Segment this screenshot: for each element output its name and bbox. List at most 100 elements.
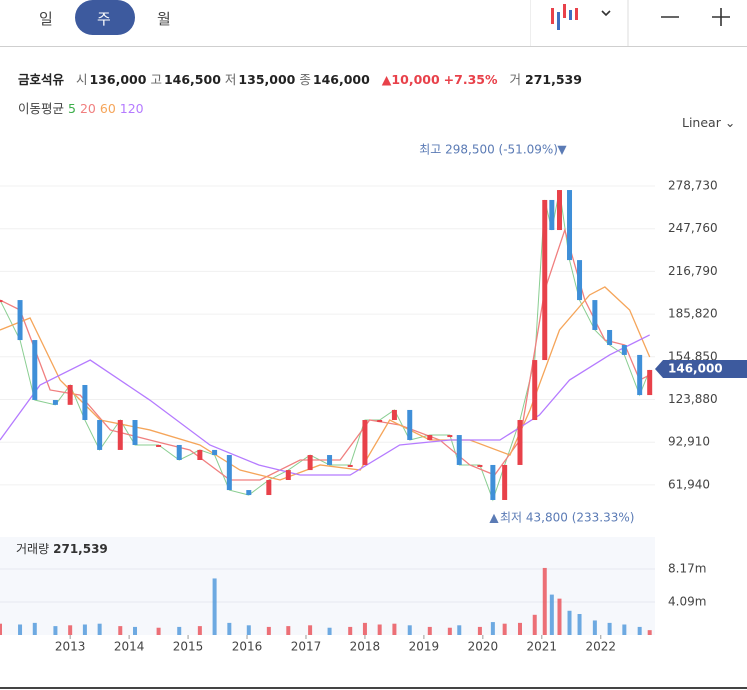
volume-bar [549, 594, 554, 635]
field-value: 135,000 [238, 72, 296, 87]
tab[interactable]: 일 [39, 10, 53, 28]
volume-bar [392, 623, 397, 635]
volume-bar [427, 626, 432, 635]
price-candle [17, 300, 23, 341]
volume-title-value: 271,539 [53, 542, 108, 556]
volume-bar [502, 623, 507, 635]
volume-bar [567, 610, 572, 635]
price-candle [577, 260, 583, 301]
field-label: 종 [299, 72, 311, 87]
price-candle [82, 384, 88, 421]
volume-bar [447, 627, 452, 635]
volume-bar [308, 625, 313, 635]
x-tick-label: 2022 [585, 640, 616, 654]
price-candle [117, 420, 123, 450]
price-candle [132, 420, 138, 445]
price-candle [97, 420, 103, 450]
price-candle [549, 199, 555, 231]
price-candle [347, 464, 353, 467]
volume-bar [477, 626, 482, 635]
change-value: 10,000 [391, 72, 440, 87]
scale-toggle[interactable]: Linear ⌄ [682, 115, 736, 130]
ma-line [0, 286, 651, 481]
price-candle [542, 199, 548, 361]
volume-value: 271,539 [525, 72, 582, 87]
change: ▲10,000 +7.35% [381, 72, 498, 87]
volume-bar [212, 578, 217, 635]
volume-bar [133, 626, 138, 635]
price-candle [637, 354, 643, 396]
price-candle [285, 470, 291, 480]
price-candle [212, 449, 218, 456]
price-candle [176, 444, 182, 461]
toolbar: 일 주 월 [0, 0, 747, 47]
price-candle [156, 444, 162, 447]
x-tick-label: 2015 [173, 640, 204, 654]
volume-bar [266, 626, 271, 635]
volume-bar [592, 620, 597, 635]
dropdown-chevron[interactable] [601, 10, 611, 17]
volume-bar [82, 624, 87, 635]
volume-bar [557, 598, 562, 635]
legend-item: 5 [68, 101, 76, 116]
price-candle [377, 420, 383, 423]
x-tick-label: 2017 [291, 640, 322, 654]
field-label: 고 [150, 72, 162, 87]
volume-bar [532, 614, 537, 635]
legend-item: 60 [99, 101, 116, 116]
volume-bar [637, 626, 642, 635]
field-label: 저 [224, 72, 237, 87]
x-tick-label: 2019 [409, 640, 440, 654]
high-marker: ▼ [557, 143, 567, 157]
volume-bar [118, 626, 123, 635]
volume-bar [622, 624, 627, 635]
volume-bar [286, 626, 291, 635]
y-tick-label: 92,910 [668, 435, 710, 449]
price-candle [556, 190, 562, 231]
x-tick-label: 2020 [468, 640, 499, 654]
volume-bar [97, 623, 102, 635]
price-candle [327, 455, 333, 465]
price-candle [490, 464, 496, 500]
candle-icon[interactable] [551, 4, 578, 30]
zoom-in[interactable] [712, 8, 730, 26]
volume-bar [577, 613, 582, 635]
y-tick-label: 154,850 [668, 349, 718, 363]
price-candle [266, 479, 272, 496]
y-tick-label: 61,940 [668, 477, 710, 491]
volume-bar [32, 622, 37, 635]
field-value: 146,500 [163, 72, 221, 87]
volume-bar [348, 626, 353, 635]
volume-tick-label: 8.17m [668, 561, 706, 575]
volume-bar [53, 626, 58, 635]
price-candle [0, 300, 3, 303]
y-tick-label: 216,790 [668, 264, 718, 278]
volume-bar [362, 622, 367, 635]
price-candle [226, 455, 232, 491]
price-candle [52, 400, 58, 405]
volume-bar [407, 625, 412, 635]
field-value: 146,000 [312, 72, 370, 87]
x-tick-label: 2014 [114, 640, 145, 654]
price-candle [427, 435, 433, 441]
ma-line [0, 334, 650, 476]
volume-title-label: 거래량 [16, 542, 49, 556]
price-candle [517, 420, 523, 465]
quote-row: 금호석유 시 136,000 고 146,500 저 135,000 종 146,000 ▲1… [18, 69, 586, 88]
ma-line [0, 189, 651, 502]
ma-title: 이동평균 [18, 101, 65, 116]
ma-line [0, 227, 650, 481]
y-tick-label: 278,730 [668, 179, 718, 193]
tab-selected-bg [75, 0, 135, 35]
price-candle [621, 345, 627, 355]
volume-bar [197, 626, 202, 635]
price-candle [67, 384, 73, 405]
high-annotation: 최고 298,500 (-51.09%) [419, 143, 558, 157]
tab[interactable]: 주 [97, 10, 111, 28]
low-annotation: 최저 43,800 (233.33%) [500, 511, 634, 525]
scale-label: Linear [682, 115, 721, 130]
tab[interactable]: 월 [157, 10, 171, 28]
volume-label: 거 [509, 72, 522, 87]
x-tick-label: 2021 [527, 640, 558, 654]
